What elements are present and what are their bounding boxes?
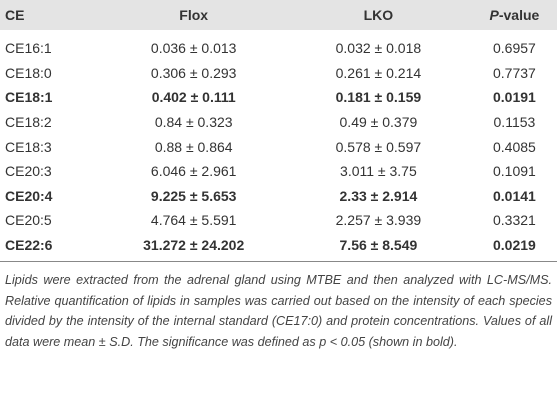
- table-cell: CE22:6: [0, 232, 103, 263]
- table-cell: CE20:3: [5, 163, 52, 180]
- table-cell: 0.84 ± 0.323: [154, 114, 233, 131]
- table-cell: 2.33 ± 2.914: [339, 187, 418, 204]
- table-cell: 0.0219: [471, 232, 557, 263]
- table-cell: 0.032 ± 0.018: [335, 40, 422, 57]
- table-cell: 0.036 ± 0.013: [150, 40, 237, 57]
- table-cell: 0.578 ± 0.597: [335, 138, 422, 155]
- table-row: CE18:1 0.402 ± 0.111 0.181 ± 0.159 0.0191: [0, 85, 557, 110]
- table-head: CE Flox LKO P-value: [0, 0, 557, 30]
- column-header: Flox: [179, 7, 209, 23]
- table-cell: 9.225 ± 5.653: [150, 187, 237, 204]
- table-cell: CE18:1: [5, 89, 53, 106]
- table-cell: 0.402 ± 0.111: [151, 89, 236, 106]
- table-cell: 7.56 ± 8.549: [284, 232, 472, 263]
- table-cell: 0.0141: [493, 187, 536, 204]
- table-cell: 0.49 ± 0.379: [339, 114, 418, 131]
- table-cell: 31.272 ± 24.202: [102, 232, 285, 263]
- table-row: CE20:4 9.225 ± 5.653 2.33 ± 2.914 0.0141: [0, 184, 557, 209]
- table-cell: 0.7737: [493, 64, 536, 81]
- table-cell: CE16:1: [5, 40, 52, 57]
- table-body: CE16:1 0.036 ± 0.013 0.032 ± 0.018 0.6957 CE…: [0, 30, 557, 263]
- table-row: CE20:5 4.764 ± 5.591 2.257 ± 3.939 0.3321: [0, 208, 557, 233]
- table-cell: CE18:2: [5, 114, 52, 131]
- table-cell: 0.0191: [493, 89, 536, 106]
- table-cell: 0.4085: [493, 138, 536, 155]
- column-header: CE: [5, 7, 25, 23]
- table-cell: 0.1091: [493, 163, 536, 180]
- table-row: CE18:0 0.306 ± 0.293 0.261 ± 0.214 0.7737: [0, 61, 557, 86]
- table-cell: 0.306 ± 0.293: [150, 64, 237, 81]
- table-cell: 4.764 ± 5.591: [150, 212, 237, 229]
- table-cell: 0.261 ± 0.214: [335, 64, 422, 81]
- table-cell: CE20:5: [5, 212, 52, 229]
- table-row: CE18:2 0.84 ± 0.323 0.49 ± 0.379 0.1153: [0, 110, 557, 135]
- table-row: CE18:3 0.88 ± 0.864 0.578 ± 0.597 0.4085: [0, 134, 557, 159]
- table-cell: CE20:4: [5, 187, 53, 204]
- column-header: P-value: [489, 7, 540, 23]
- table-cell: 0.181 ± 0.159: [335, 89, 422, 106]
- table-cell: CE18:0: [5, 64, 52, 81]
- table-row: CE22:6 31.272 ± 24.202 7.56 ± 8.549 0.0219: [0, 232, 557, 263]
- table-cell: 0.88 ± 0.864: [154, 138, 233, 155]
- table-cell: 0.6957: [493, 40, 536, 57]
- table-row: CE20:3 6.046 ± 2.961 3.011 ± 3.75 0.1091: [0, 159, 557, 184]
- table-cell: CE18:3: [5, 138, 52, 155]
- footnote: Lipids were extracted from the adrenal g…: [5, 273, 552, 349]
- table-cell: 0.3321: [493, 212, 536, 229]
- table-cell: 0.1153: [493, 114, 536, 131]
- data-table: CE Flox LKO P-value CE16:1 0.036 ± 0.013 0.03…: [0, 0, 557, 263]
- header-row: CE Flox LKO P-value: [0, 0, 557, 30]
- table-cell: 2.257 ± 3.939: [335, 212, 422, 229]
- table-cell: 3.011 ± 3.75: [340, 163, 417, 180]
- column-header: LKO: [363, 7, 394, 23]
- table-cell: 6.046 ± 2.961: [150, 163, 237, 180]
- table-row: CE16:1 0.036 ± 0.013 0.032 ± 0.018 0.6957: [0, 30, 557, 61]
